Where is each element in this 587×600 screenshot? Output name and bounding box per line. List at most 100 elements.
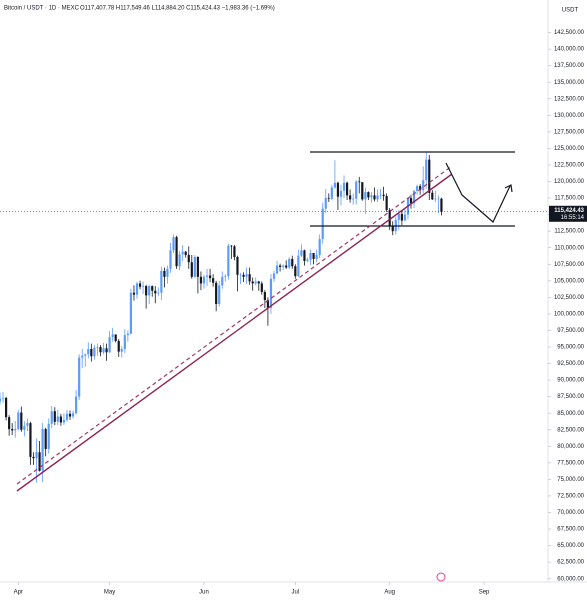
candle-body	[38, 452, 41, 471]
candle-body	[379, 194, 382, 196]
y-tick-label: 80,000.00	[557, 444, 584, 450]
y-tick-label: 95,000.00	[557, 345, 584, 351]
y-tick-label: 135,000.00	[554, 80, 585, 86]
candle-body	[336, 182, 340, 197]
candle-body	[355, 181, 358, 199]
candle-body	[29, 423, 32, 457]
candle-body	[236, 256, 239, 275]
event-icon	[436, 572, 446, 582]
y-tick-label: 65,000.00	[557, 543, 584, 549]
candle-body	[117, 341, 120, 352]
candle-body	[227, 245, 230, 277]
candle-body	[419, 186, 422, 191]
candle-body	[388, 209, 391, 226]
y-tick-label: 100,000.00	[554, 311, 585, 317]
candle-body	[59, 416, 62, 423]
candle-body	[56, 416, 59, 422]
y-tick-label: 125,000.00	[554, 146, 585, 152]
candle-body	[321, 208, 324, 240]
candle-body	[0, 398, 2, 402]
y-tick-label: 122,500.00	[554, 163, 585, 169]
candle-body	[26, 423, 29, 426]
candle-body	[68, 413, 72, 417]
candle-body	[123, 335, 126, 349]
candle-body	[65, 413, 69, 420]
plot	[0, 151, 548, 483]
candle-body	[315, 254, 318, 259]
candle-body	[239, 274, 242, 276]
candle-body	[333, 182, 336, 188]
y-tick-label: 140,000.00	[554, 47, 585, 53]
candle-body	[41, 429, 44, 471]
candle-body	[35, 452, 38, 459]
x-tick-label: Apr	[14, 590, 23, 596]
y-tick-label: 112,500.00	[554, 229, 584, 235]
price-tag-label: 115,424.43	[554, 208, 584, 214]
candle-body	[291, 258, 294, 267]
candle-body	[212, 278, 215, 283]
candle-body	[193, 256, 196, 277]
candle-body	[154, 290, 157, 294]
candle-body	[71, 413, 75, 417]
candle-body	[23, 425, 26, 430]
candle-body	[32, 456, 35, 459]
price-tag	[549, 205, 587, 222]
candle-body	[157, 292, 160, 294]
candle-body	[102, 348, 105, 353]
candle-body	[248, 274, 251, 282]
candle-body	[349, 195, 352, 200]
candle-body	[75, 396, 78, 414]
candle-body	[370, 195, 373, 198]
candle-body	[50, 411, 53, 424]
y-tick-label: 110,000.00	[554, 245, 584, 251]
candle-body	[288, 258, 291, 268]
candle-body	[327, 198, 330, 199]
candle-body	[99, 346, 102, 353]
candle-body	[263, 292, 266, 300]
candle-body	[342, 182, 346, 191]
candle-body	[272, 273, 276, 279]
y-tick-label: 105,000.00	[554, 278, 585, 284]
candle-body	[132, 292, 136, 295]
candle-body	[138, 283, 142, 287]
candle-body	[215, 282, 218, 304]
candle-body	[151, 286, 154, 291]
candle-body	[81, 355, 84, 358]
candle-body	[440, 198, 443, 212]
candle-body	[224, 276, 227, 277]
candle-body	[202, 276, 206, 284]
y-tick-label: 142,500.00	[554, 30, 585, 36]
candle-body	[397, 213, 400, 220]
trend-line	[16, 173, 453, 492]
countdown-label: 16:55:14	[561, 215, 585, 221]
candle-body	[376, 195, 379, 200]
candle-body	[254, 281, 257, 284]
y-tick-label: 87,500.00	[557, 394, 584, 400]
candle-body	[345, 182, 349, 196]
candle-body	[434, 198, 437, 200]
candle-body	[1, 397, 5, 399]
y-tick-label: 85,000.00	[557, 411, 584, 417]
trend-line-dashed	[16, 165, 453, 485]
y-tick-label: 117,500.00	[554, 196, 584, 202]
y-tick-label: 137,500.00	[554, 63, 585, 69]
candle-body	[87, 348, 90, 355]
candle-body	[312, 252, 315, 259]
candle-body	[221, 276, 224, 286]
candle-body	[163, 270, 166, 277]
y-tick-label: 130,000.00	[554, 113, 585, 119]
candle-body	[135, 283, 139, 295]
candle-body	[339, 190, 343, 197]
y-tick-label: 60,000.00	[557, 576, 584, 582]
candle-body	[96, 346, 99, 348]
candle-body	[245, 274, 248, 277]
y-tick-label: 90,000.00	[557, 378, 584, 384]
candle-body	[187, 254, 190, 263]
candle-body	[318, 239, 321, 255]
x-tick-label: Jun	[199, 590, 209, 596]
candle-body	[20, 412, 23, 430]
candle-body	[306, 259, 309, 261]
axis-unit: USDT	[562, 8, 579, 14]
